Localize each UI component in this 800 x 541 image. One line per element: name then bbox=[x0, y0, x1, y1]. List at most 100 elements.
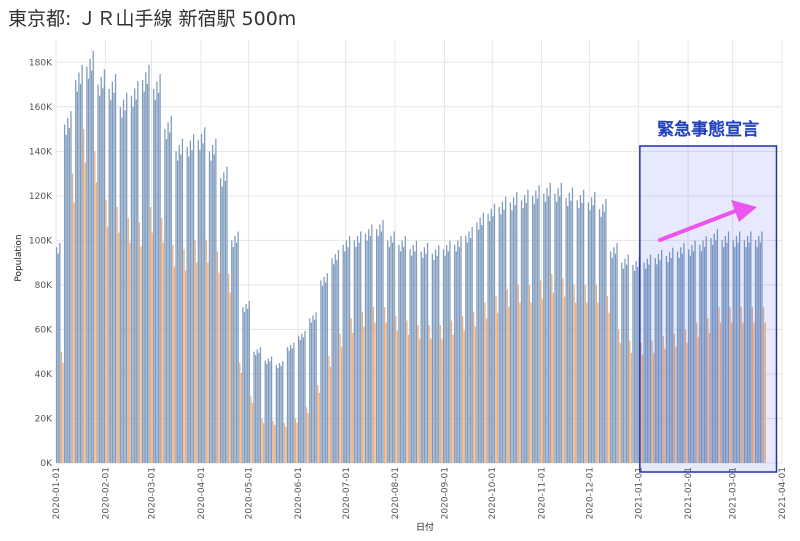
weekend-bar bbox=[129, 242, 131, 463]
weekday-bar bbox=[165, 139, 168, 464]
weekend-bar bbox=[484, 302, 486, 463]
weekday-bar bbox=[490, 208, 492, 463]
weekday-bar bbox=[202, 143, 204, 464]
weekend-bar bbox=[350, 318, 352, 463]
weekend-bar bbox=[184, 270, 187, 463]
x-tick-label: 2021-03-01 bbox=[729, 467, 739, 519]
weekday-bar bbox=[278, 363, 281, 463]
weekday-bar bbox=[678, 257, 680, 463]
weekend-bar bbox=[463, 330, 465, 463]
weekday-bar bbox=[103, 69, 106, 464]
weekday-bar bbox=[532, 195, 534, 463]
y-tick-label: 0K bbox=[40, 459, 53, 469]
weekday-bar bbox=[447, 251, 449, 463]
weekend-bar bbox=[229, 292, 231, 463]
weekday-bar bbox=[68, 127, 71, 463]
weekday-bar bbox=[208, 151, 211, 463]
weekday-bar bbox=[727, 231, 730, 463]
weekday-bar bbox=[126, 92, 128, 464]
weekday-bar bbox=[611, 257, 613, 463]
weekend-bar bbox=[762, 307, 765, 463]
weekday-bar bbox=[498, 206, 500, 463]
weekday-bar bbox=[299, 339, 301, 463]
weekend-bar bbox=[452, 334, 454, 463]
weekday-bar bbox=[504, 196, 507, 463]
weekday-bar bbox=[57, 253, 59, 463]
weekday-bar bbox=[654, 258, 656, 463]
weekday-bar bbox=[379, 224, 381, 463]
weekday-bar bbox=[661, 249, 663, 463]
weekday-bar bbox=[355, 247, 357, 463]
weekday-bar bbox=[543, 193, 545, 463]
weekend-bar bbox=[261, 418, 263, 463]
weekend-bar bbox=[696, 322, 698, 463]
x-tick-label: 2020-03-01 bbox=[148, 467, 158, 519]
weekday-bar bbox=[175, 151, 177, 463]
weekday-bar bbox=[625, 264, 628, 463]
weekend-bar bbox=[506, 289, 508, 463]
weekday-bar bbox=[325, 282, 327, 463]
weekday-bar bbox=[204, 127, 206, 463]
weekday-bar bbox=[614, 253, 617, 463]
weekday-bar bbox=[555, 201, 558, 463]
weekday-bar bbox=[624, 258, 626, 463]
weekday-bar bbox=[501, 201, 504, 464]
weekend-bar bbox=[283, 422, 285, 463]
weekday-bar bbox=[578, 208, 580, 463]
weekday-bar bbox=[476, 222, 478, 463]
weekend-bar bbox=[575, 302, 577, 463]
weekday-bar bbox=[197, 140, 199, 463]
weekday-bar bbox=[458, 247, 461, 463]
x-tick-label: 2020-02-01 bbox=[101, 467, 111, 519]
annotation-box bbox=[639, 145, 778, 473]
weekday-bar bbox=[754, 240, 757, 463]
weekday-bar bbox=[266, 363, 268, 463]
weekday-bar bbox=[192, 134, 195, 463]
weekend-bar bbox=[551, 273, 553, 463]
weekend-bar bbox=[149, 206, 152, 463]
weekend-bar bbox=[640, 342, 642, 463]
x-tick-label: 2020-11-01 bbox=[538, 467, 548, 519]
weekday-bar bbox=[78, 72, 80, 463]
weekday-bar bbox=[434, 249, 437, 463]
weekday-bar bbox=[267, 358, 270, 463]
weekday-bar bbox=[86, 66, 88, 463]
weekend-bar bbox=[563, 296, 566, 463]
weekday-bar bbox=[683, 243, 685, 463]
weekday-bar bbox=[63, 124, 66, 463]
weekday-bar bbox=[479, 217, 481, 463]
weekday-bar bbox=[637, 266, 639, 463]
weekday-bar bbox=[344, 251, 346, 463]
weekday-bar bbox=[622, 268, 625, 463]
annotation-layer: 緊急事態宣言 bbox=[639, 119, 778, 473]
weekday-bar bbox=[582, 189, 585, 463]
weekday-bar bbox=[376, 229, 378, 463]
weekday-bar bbox=[743, 240, 746, 463]
x-tick-label: 2021-01-01 bbox=[635, 467, 645, 519]
chart-title: 東京都: ＪＲ山手線 新宿駅 500m bbox=[8, 8, 297, 30]
weekend-bar bbox=[138, 222, 141, 463]
weekend-bar bbox=[207, 262, 209, 463]
weekend-bar bbox=[296, 422, 298, 463]
weekday-bar bbox=[213, 154, 215, 464]
weekend-bar bbox=[95, 182, 98, 464]
weekday-bar bbox=[600, 216, 602, 463]
weekday-bar bbox=[565, 198, 567, 463]
weekday-bar bbox=[705, 236, 707, 463]
weekend-bar bbox=[719, 322, 722, 463]
weekday-bar bbox=[164, 129, 166, 464]
weekend-bar bbox=[473, 311, 475, 463]
weekday-bar bbox=[143, 91, 145, 464]
x-tick-layer: 2020-01-01 2020-02-01 2020-03-01 2020-04-01… bbox=[52, 467, 788, 519]
weekend-bar bbox=[707, 318, 709, 463]
bar-layer bbox=[56, 50, 766, 464]
weekend-bar bbox=[218, 272, 220, 463]
weekday-bar bbox=[232, 247, 234, 463]
weekday-bar bbox=[242, 307, 244, 463]
weekend-bar bbox=[251, 402, 254, 463]
weekday-bar bbox=[477, 229, 480, 463]
weekday-bar bbox=[310, 322, 313, 463]
weekday-bar bbox=[649, 254, 652, 463]
weekday-bar bbox=[91, 70, 93, 463]
